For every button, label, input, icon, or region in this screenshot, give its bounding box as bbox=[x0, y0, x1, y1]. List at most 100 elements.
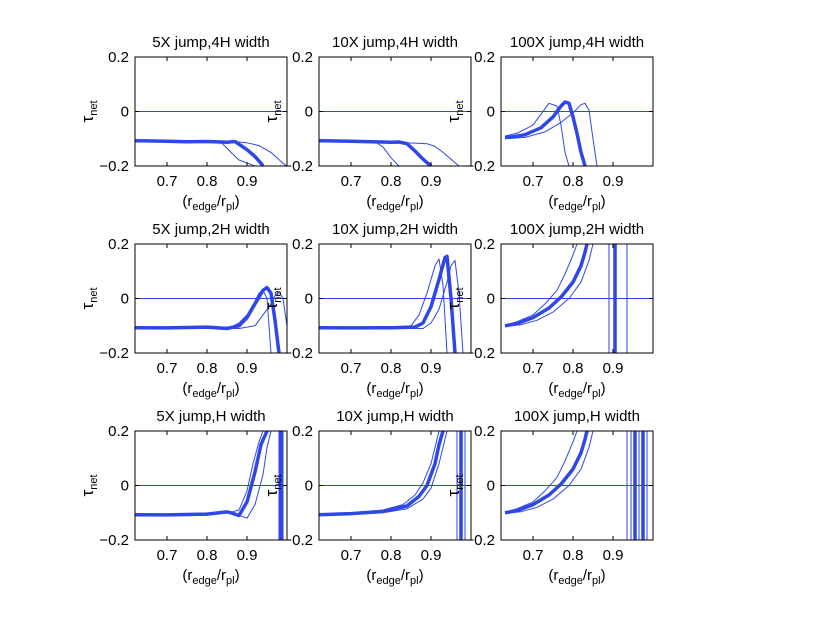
subplot-8: 0.2 0 −0.2 0.7 0.8 0.9 10X jump,H width (redge/… bbox=[262, 408, 472, 587]
y-tick-label: −0.2 bbox=[99, 158, 129, 175]
x-axis-label: (redge/rpl) bbox=[182, 380, 239, 400]
x-axis-label: (redge/rpl) bbox=[548, 193, 605, 213]
y-tick-label: 0 bbox=[487, 478, 495, 495]
y-tick-label: −0.2 bbox=[283, 345, 313, 362]
series-thin-a bbox=[319, 258, 448, 353]
y-axis-label: τnet bbox=[262, 287, 284, 309]
subplot-5: 0.2 0 −0.2 0.7 0.8 0.9 10X jump,2H width (redge… bbox=[262, 221, 472, 400]
y-label-main: τ bbox=[444, 116, 463, 123]
x-label-mid: /r bbox=[583, 567, 592, 584]
y-label-sub: net bbox=[88, 287, 100, 302]
series-thin-b bbox=[319, 259, 464, 353]
x-label-main: (r bbox=[366, 193, 376, 210]
x-tick-label: 0.7 bbox=[523, 360, 544, 377]
y-axis-label: τnet bbox=[78, 100, 100, 122]
y-tick-label: 0 bbox=[121, 104, 129, 121]
x-tick-label: 0.7 bbox=[157, 360, 178, 377]
x-label-sub2: pl bbox=[410, 388, 419, 400]
y-label-sub: net bbox=[272, 287, 284, 302]
x-label-mid: /r bbox=[583, 193, 592, 210]
y-tick-label: 0 bbox=[305, 478, 313, 495]
x-label-end: ) bbox=[419, 380, 424, 397]
y-axis-label: τnet bbox=[444, 287, 466, 309]
y-axis-label: τnet bbox=[78, 474, 100, 496]
y-tick-label: 0.2 bbox=[292, 423, 313, 440]
x-tick-label: 0.9 bbox=[603, 360, 624, 377]
x-label-mid: /r bbox=[401, 567, 410, 584]
x-label-sub2: pl bbox=[592, 201, 601, 213]
y-label-sub: net bbox=[454, 287, 466, 302]
x-axis-label: (redge/rpl) bbox=[366, 380, 423, 400]
x-label-sub2: pl bbox=[592, 388, 601, 400]
x-label-sub2: pl bbox=[410, 575, 419, 587]
series-thin-a bbox=[504, 244, 578, 326]
x-label-end: ) bbox=[235, 380, 240, 397]
x-tick-label: 0.9 bbox=[421, 547, 442, 564]
y-tick-label: −0.2 bbox=[465, 532, 495, 549]
subplot-title: 5X jump,4H width bbox=[152, 34, 270, 51]
x-tick-label: 0.9 bbox=[421, 360, 442, 377]
y-label-main: τ bbox=[444, 303, 463, 310]
y-label-main: τ bbox=[78, 490, 97, 497]
subplot-title: 10X jump,4H width bbox=[332, 34, 458, 51]
y-label-sub: net bbox=[88, 474, 100, 489]
y-tick-label: 0 bbox=[121, 478, 129, 495]
subplot-title: 5X jump,2H width bbox=[152, 221, 270, 238]
y-tick-label: 0.2 bbox=[474, 423, 495, 440]
x-tick-label: 0.9 bbox=[237, 360, 258, 377]
x-label-end: ) bbox=[419, 567, 424, 584]
x-tick-label: 0.8 bbox=[381, 173, 402, 190]
x-tick-label: 0.7 bbox=[157, 173, 178, 190]
y-tick-label: 0 bbox=[305, 291, 313, 308]
subplot-4: 0.2 0 −0.2 0.7 0.8 0.9 5X jump,2H width (redge/… bbox=[78, 221, 288, 400]
series-thin-b bbox=[504, 102, 598, 166]
series-thin-a bbox=[319, 431, 440, 515]
y-axis-label: τnet bbox=[262, 100, 284, 122]
x-label-sub2: pl bbox=[592, 575, 601, 587]
x-label-main: (r bbox=[548, 193, 558, 210]
series-thin-a bbox=[135, 431, 264, 515]
y-axis-label: τnet bbox=[444, 100, 466, 122]
y-label-sub: net bbox=[454, 474, 466, 489]
y-tick-label: −0.2 bbox=[283, 158, 313, 175]
y-tick-label: 0 bbox=[121, 291, 129, 308]
x-label-sub1: edge bbox=[376, 575, 400, 587]
x-tick-label: 0.9 bbox=[421, 173, 442, 190]
y-tick-label: 0.2 bbox=[292, 49, 313, 66]
subplot-title: 10X jump,2H width bbox=[332, 221, 458, 238]
series-thin-b bbox=[135, 431, 272, 519]
subplot-3: 0.2 0 −0.2 0.7 0.8 0.9 100X jump,4H width (redg… bbox=[444, 34, 654, 213]
series-thin-a bbox=[135, 289, 272, 353]
series-group bbox=[504, 244, 628, 353]
subplot-title: 10X jump,H width bbox=[336, 408, 454, 425]
subplot-6: 0.2 0 −0.2 0.7 0.8 0.9 100X jump,2H width (redg… bbox=[444, 221, 654, 400]
y-label-sub: net bbox=[454, 100, 466, 115]
y-tick-label: 0.2 bbox=[108, 49, 129, 66]
y-label-main: τ bbox=[262, 490, 281, 497]
series-thick bbox=[319, 138, 433, 166]
y-label-sub: net bbox=[272, 100, 284, 115]
subplot-2: 0.2 0 −0.2 0.7 0.8 0.9 10X jump,4H width (redge… bbox=[262, 34, 472, 213]
x-tick-label: 0.9 bbox=[237, 547, 258, 564]
series-group bbox=[135, 431, 284, 540]
x-tick-label: 0.8 bbox=[563, 547, 584, 564]
subplot-1: 0.2 0 −0.2 0.7 0.8 0.9 5X jump,4H width (redge/… bbox=[78, 34, 288, 213]
x-label-sub2: pl bbox=[226, 388, 235, 400]
series-thick bbox=[135, 431, 269, 518]
x-label-sub1: edge bbox=[558, 575, 582, 587]
x-label-main: (r bbox=[548, 380, 558, 397]
series-thin-b bbox=[135, 141, 287, 166]
y-tick-label: 0 bbox=[487, 291, 495, 308]
x-tick-label: 0.8 bbox=[197, 360, 218, 377]
series-group bbox=[319, 431, 466, 540]
x-axis-label: (redge/rpl) bbox=[366, 193, 423, 213]
x-label-mid: /r bbox=[401, 193, 410, 210]
x-tick-label: 0.8 bbox=[197, 173, 218, 190]
x-tick-label: 0.8 bbox=[563, 360, 584, 377]
subplot-title: 5X jump,H width bbox=[156, 408, 265, 425]
series-thin-b bbox=[135, 291, 287, 329]
x-label-sub2: pl bbox=[226, 201, 235, 213]
x-tick-label: 0.7 bbox=[523, 173, 544, 190]
series-group bbox=[135, 138, 287, 166]
